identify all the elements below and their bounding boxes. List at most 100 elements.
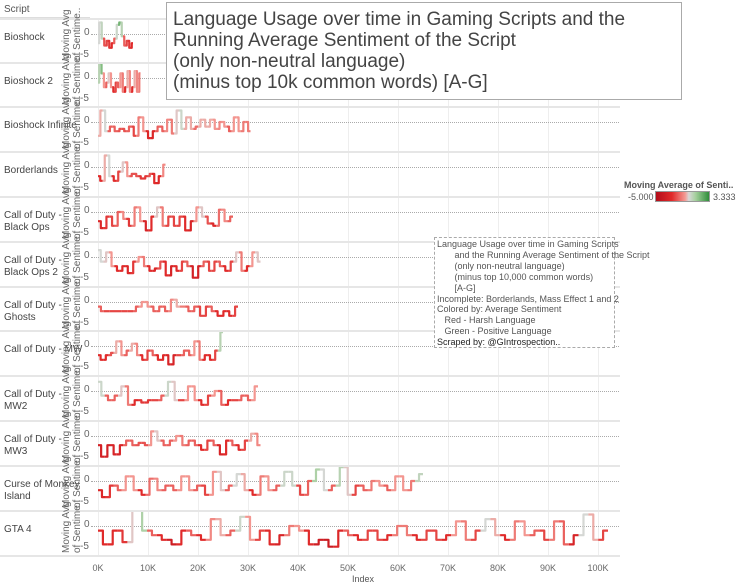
row-plot-area[interactable] bbox=[91, 467, 619, 510]
row-label-script: Borderlands bbox=[4, 165, 58, 176]
y-tick-minus5: -5 bbox=[80, 272, 89, 283]
note-line: Colored by: Average Sentiment bbox=[437, 304, 562, 315]
note-line: Green - Positive Language bbox=[437, 326, 552, 337]
note-line: (only non-neutral language) bbox=[437, 260, 565, 271]
grid-line bbox=[248, 288, 249, 331]
zero-reference-line bbox=[91, 391, 619, 392]
grid-line bbox=[298, 288, 299, 331]
y-tick-zero: 0 bbox=[84, 474, 90, 485]
grid-line bbox=[198, 108, 199, 151]
grid-line bbox=[198, 198, 199, 241]
zero-reference-line bbox=[91, 167, 619, 168]
sentiment-line bbox=[98, 64, 141, 93]
grid-line bbox=[298, 153, 299, 196]
grid-line bbox=[298, 332, 299, 375]
note-line: Incomplete: Borderlands, Mass Effect 1 a… bbox=[437, 293, 619, 304]
grid-line bbox=[98, 198, 99, 241]
zero-reference-line bbox=[91, 122, 619, 123]
grid-line bbox=[348, 153, 349, 196]
row-label-script: Bioshock Infinite bbox=[4, 120, 77, 131]
chart-title-box[interactable]: Language Usage over time in Gaming Scrip… bbox=[166, 2, 682, 100]
grid-line bbox=[448, 512, 449, 555]
color-legend-gradient[interactable] bbox=[655, 191, 710, 202]
grid-line bbox=[398, 153, 399, 196]
grid-line bbox=[198, 512, 199, 555]
grid-line bbox=[498, 153, 499, 196]
row-plot-area[interactable] bbox=[91, 377, 619, 420]
grid-line bbox=[598, 332, 599, 375]
color-legend-min: -5.000 bbox=[628, 192, 654, 202]
grid-line bbox=[298, 377, 299, 420]
grid-line bbox=[448, 377, 449, 420]
grid-line bbox=[398, 288, 399, 331]
annotation-note[interactable]: Language Usage over time in Gaming Scrip… bbox=[434, 237, 649, 348]
grid-line bbox=[348, 108, 349, 151]
grid-line bbox=[598, 377, 599, 420]
y-tick-minus5: -5 bbox=[80, 227, 89, 238]
grid-line bbox=[398, 422, 399, 465]
sentiment-line bbox=[98, 467, 423, 499]
zero-reference-line bbox=[91, 257, 619, 258]
row-divider bbox=[0, 151, 620, 153]
grid-line bbox=[548, 198, 549, 241]
grid-line bbox=[198, 288, 199, 331]
grid-line bbox=[148, 20, 149, 63]
x-tick-label: 40K bbox=[289, 563, 307, 573]
grid-line bbox=[148, 64, 149, 107]
grid-line bbox=[348, 198, 349, 241]
row-divider bbox=[0, 286, 620, 288]
grid-line bbox=[348, 332, 349, 375]
sentiment-line bbox=[98, 206, 233, 232]
grid-line bbox=[298, 512, 299, 555]
row-plot-area[interactable] bbox=[91, 243, 619, 286]
grid-line bbox=[398, 243, 399, 286]
sentiment-line bbox=[98, 298, 238, 317]
row-plot-area[interactable] bbox=[91, 422, 619, 465]
y-tick-zero: 0 bbox=[84, 295, 90, 306]
y-tick-zero: 0 bbox=[84, 384, 90, 395]
x-tick-label: 90K bbox=[539, 563, 557, 573]
grid-line bbox=[548, 108, 549, 151]
grid-line bbox=[248, 153, 249, 196]
row-divider bbox=[0, 510, 620, 512]
x-tick-label: 60K bbox=[389, 563, 407, 573]
sentiment-line bbox=[98, 512, 608, 548]
row-plot-area[interactable] bbox=[91, 108, 619, 151]
row-plot-area[interactable] bbox=[91, 512, 619, 555]
y-tick-zero: 0 bbox=[84, 115, 90, 126]
row-label-script: Call of Duty - MW2 bbox=[4, 389, 62, 412]
grid-line bbox=[98, 512, 99, 555]
note-line: Red - Harsh Language bbox=[437, 315, 536, 326]
row-plot-area[interactable] bbox=[91, 198, 619, 241]
grid-line bbox=[398, 198, 399, 241]
y-tick-zero: 0 bbox=[84, 429, 90, 440]
y-tick-minus5: -5 bbox=[80, 451, 89, 462]
grid-line bbox=[398, 467, 399, 510]
row-plot-area[interactable] bbox=[91, 153, 619, 196]
row-divider bbox=[0, 555, 620, 557]
grid-line bbox=[448, 467, 449, 510]
title-line-1: Language Usage over time in Gaming Scrip… bbox=[173, 9, 626, 30]
grid-line bbox=[248, 198, 249, 241]
y-tick-minus5: -5 bbox=[80, 361, 89, 372]
row-plot-area[interactable] bbox=[91, 332, 619, 375]
title-line-3: (only non-neutral language) bbox=[173, 51, 406, 72]
grid-line bbox=[598, 512, 599, 555]
grid-line bbox=[348, 288, 349, 331]
grid-line bbox=[598, 153, 599, 196]
row-label-script: Curse of Monkey Island bbox=[4, 479, 80, 502]
note-line: Language Usage over time in Gaming Scrip… bbox=[437, 239, 619, 249]
grid-line bbox=[598, 467, 599, 510]
grid-line bbox=[598, 198, 599, 241]
grid-line bbox=[98, 422, 99, 465]
grid-line bbox=[498, 467, 499, 510]
y-tick-zero: 0 bbox=[84, 27, 90, 38]
grid-line bbox=[98, 153, 99, 196]
grid-line bbox=[148, 377, 149, 420]
grid-line bbox=[348, 422, 349, 465]
row-label-script: Call of Duty - MW bbox=[4, 344, 83, 355]
y-tick-minus5: -5 bbox=[80, 406, 89, 417]
header-divider bbox=[0, 17, 90, 18]
grid-line bbox=[248, 332, 249, 375]
y-tick-minus5: -5 bbox=[80, 496, 89, 507]
